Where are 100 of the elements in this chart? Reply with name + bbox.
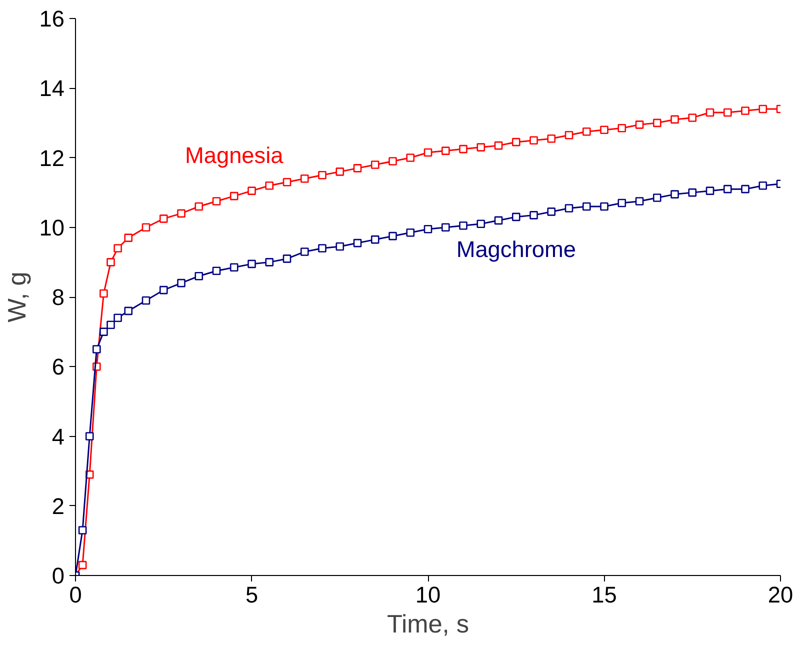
series-label: Magnesia (185, 142, 284, 168)
point (706, 186, 714, 195)
point (142, 223, 150, 232)
point (424, 148, 432, 157)
point (600, 202, 608, 211)
y-tick-label: 8 (52, 284, 65, 310)
point (114, 244, 122, 252)
point (512, 212, 520, 222)
point (618, 198, 626, 208)
point (670, 190, 679, 198)
point (265, 181, 274, 190)
point (100, 289, 108, 298)
point (652, 118, 662, 128)
point (124, 306, 133, 316)
point (106, 320, 115, 329)
point (353, 238, 362, 248)
point (159, 286, 168, 294)
point (336, 242, 344, 251)
point (600, 126, 608, 134)
point (300, 248, 309, 256)
point (106, 258, 115, 266)
y-tick-label: 0 (52, 562, 65, 588)
point (564, 204, 574, 212)
x-tick-label: 0 (69, 582, 82, 608)
point (142, 296, 150, 305)
x-tick-label: 15 (592, 582, 617, 608)
x-tick-label: 5 (245, 582, 258, 608)
point (230, 192, 238, 200)
point (494, 216, 503, 225)
point (318, 244, 326, 252)
point (459, 144, 468, 154)
point (494, 141, 503, 150)
point (248, 186, 256, 195)
y-tick-label: 14 (39, 75, 64, 102)
point (741, 184, 750, 194)
point (741, 106, 750, 115)
x-tick-label: 20 (768, 582, 794, 608)
point (177, 209, 186, 218)
point (159, 214, 168, 223)
y-tick-label: 6 (52, 354, 65, 380)
point (177, 278, 186, 288)
point (476, 143, 486, 152)
point (406, 228, 415, 237)
point (758, 181, 768, 190)
point (670, 115, 679, 124)
point (406, 154, 415, 162)
y-tick-label: 10 (39, 214, 64, 240)
point (212, 197, 221, 206)
point (370, 235, 380, 244)
point (441, 146, 450, 155)
point (459, 221, 468, 230)
point (370, 160, 380, 169)
point (388, 232, 397, 240)
point (635, 120, 644, 129)
point (530, 136, 538, 144)
point (124, 234, 133, 242)
point (318, 171, 326, 180)
point (582, 202, 591, 211)
point (476, 220, 486, 228)
point (282, 178, 292, 186)
point (230, 263, 238, 272)
y-tick-label: 2 (52, 492, 65, 519)
point (530, 211, 538, 220)
point (758, 104, 768, 114)
point (194, 272, 204, 280)
point (353, 164, 362, 172)
series-label: Magchrome (456, 236, 576, 262)
point (547, 134, 556, 143)
point (512, 138, 520, 146)
x-axis-title: Time, s (386, 610, 470, 638)
point (78, 560, 87, 570)
point (336, 168, 344, 176)
point (212, 266, 221, 276)
point (635, 197, 644, 206)
point (100, 328, 108, 336)
point (582, 127, 591, 136)
point (282, 254, 292, 263)
y-axis-title: W, g (3, 272, 32, 322)
point (92, 345, 101, 354)
point (564, 130, 574, 140)
point (723, 108, 732, 117)
point (424, 224, 432, 234)
y-tick-label: 12 (39, 144, 64, 171)
x-tick-label: 10 (415, 582, 441, 608)
point (265, 258, 274, 266)
point (618, 124, 626, 132)
point (706, 108, 714, 117)
point (441, 223, 450, 232)
point (652, 194, 662, 202)
point (547, 208, 556, 216)
y-tick-label: 16 (39, 6, 64, 32)
point (248, 260, 256, 268)
point (300, 174, 309, 183)
point (688, 114, 697, 122)
point (78, 526, 87, 534)
point (723, 184, 732, 194)
point (388, 157, 397, 166)
point (114, 314, 122, 322)
point (85, 432, 94, 440)
point (688, 188, 697, 197)
